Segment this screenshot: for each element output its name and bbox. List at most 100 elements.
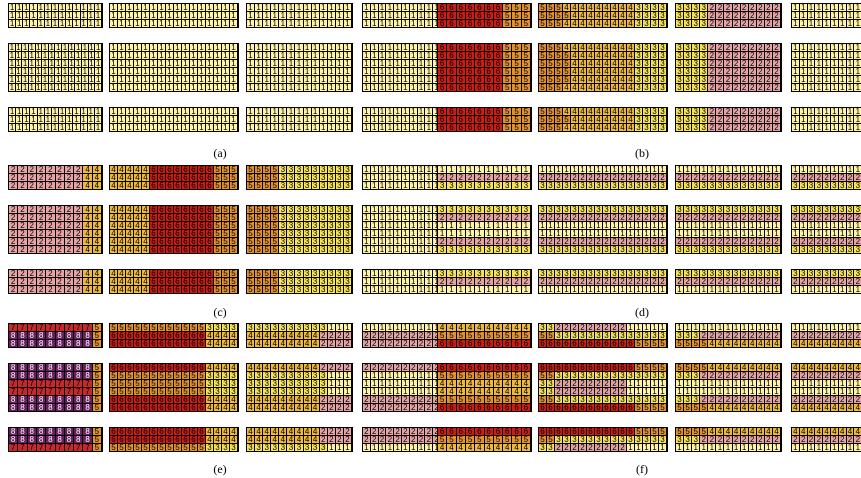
grid-cell: 3 — [247, 372, 256, 380]
grid-cell: 2 — [659, 214, 667, 222]
grid-cell: 3 — [676, 4, 685, 12]
grid-cell: 1 — [792, 60, 800, 68]
grid-cell: 4 — [118, 278, 126, 286]
grid-cell: 2 — [55, 238, 65, 246]
grid-cell: 2 — [756, 372, 765, 380]
grid-cell: 2 — [587, 174, 595, 182]
grid-cell: 1 — [311, 124, 320, 131]
grid-cell: 2 — [571, 444, 579, 451]
grid-cell: 1 — [659, 222, 667, 230]
grid-cell: 1 — [206, 44, 214, 52]
grid-cell: 1 — [409, 116, 418, 124]
grid-cell: 1 — [799, 84, 808, 91]
grid-cell: 2 — [386, 340, 395, 347]
grid-cell: 3 — [772, 246, 781, 253]
grid-cell: 1 — [815, 388, 824, 396]
grid-cell: 3 — [563, 206, 571, 214]
grid-cell: 1 — [846, 44, 855, 52]
grid-cell: 1 — [15, 52, 23, 60]
grid-cell: 2 — [724, 60, 733, 68]
grid-cell: 1 — [363, 60, 371, 68]
grid-cell: 2 — [438, 174, 448, 182]
grid-cell: 1 — [30, 4, 38, 12]
grid-cell: 1 — [854, 116, 861, 124]
grid-cell: 6 — [198, 222, 206, 230]
grid-cell: 3 — [684, 206, 693, 214]
grid-cell: 1 — [635, 166, 643, 174]
grid-cell: 1 — [402, 246, 410, 253]
grid-cell: 1 — [603, 286, 611, 293]
grid-cell: 5 — [503, 436, 513, 444]
grid-cell: 1 — [708, 230, 717, 238]
grid-cell: 2 — [815, 238, 824, 246]
grid-cell: 2 — [447, 214, 457, 222]
grid-cell: 1 — [95, 84, 102, 92]
grid-cell: 1 — [23, 20, 31, 28]
grid-cell: 4 — [255, 436, 264, 444]
grid-cell: 1 — [815, 4, 824, 12]
grid-cell: 3 — [206, 372, 214, 380]
grid-cell: 5 — [438, 396, 448, 404]
grid-cell: 4 — [230, 404, 238, 411]
grid-cell: 3 — [343, 238, 352, 246]
grid-cell: 1 — [748, 166, 757, 174]
grid-cell: 1 — [287, 52, 296, 60]
grid-cell: 4 — [118, 286, 126, 293]
grid-cell: 6 — [493, 116, 504, 124]
grid-cell: 2 — [716, 174, 725, 182]
grid-cell: 3 — [659, 124, 667, 131]
grid-cell: 1 — [547, 166, 555, 174]
grid-cell: 1 — [807, 44, 816, 52]
grid-cell: 8 — [46, 436, 56, 444]
grid-cell: 4 — [611, 76, 619, 84]
grid-cell: 1 — [214, 124, 222, 131]
grid-cell: 1 — [150, 20, 158, 27]
grid-cell: 4 — [142, 230, 150, 238]
grid-cell: 3 — [635, 436, 643, 444]
grid-cell: 6 — [206, 278, 214, 286]
grid-cell: 6 — [438, 4, 448, 12]
grid-cell: 1 — [190, 60, 198, 68]
grid-cell: 4 — [579, 12, 587, 20]
grid-cell: 1 — [684, 324, 693, 332]
grid-cell: 3 — [327, 182, 336, 189]
grid-cell: 3 — [595, 182, 603, 189]
grid-cell: 3 — [547, 182, 555, 189]
grid-cell: 1 — [386, 182, 395, 189]
grid-cell: 2 — [724, 12, 733, 20]
grid-cell: 5 — [142, 324, 150, 332]
grid-cell: 3 — [447, 246, 457, 253]
grid-cell: 1 — [363, 68, 371, 76]
grid-cell: 2 — [425, 428, 434, 436]
grid-cell: 4 — [92, 182, 102, 189]
grid-cell: 3 — [319, 388, 328, 396]
grid-cell: 1 — [363, 116, 371, 124]
grid-cell: 3 — [684, 436, 693, 444]
grid-cell: 3 — [327, 270, 336, 278]
grid-cell: 2 — [692, 238, 701, 246]
grid-cell: 3 — [214, 388, 222, 396]
grid-cell: 1 — [319, 52, 328, 60]
grid-cell: 1 — [247, 124, 256, 131]
grid-cell: 1 — [73, 108, 81, 116]
grid-cell: 1 — [190, 76, 198, 84]
grid-cell: 6 — [206, 166, 214, 174]
grid-cell: 6 — [166, 270, 174, 278]
grid-cell: 1 — [363, 270, 371, 278]
grid-cell: 1 — [425, 444, 434, 451]
grid-cell: 3 — [230, 324, 238, 332]
grid-cell: 1 — [587, 222, 595, 230]
grid-cell: 6 — [206, 246, 214, 253]
grid-cell: 5 — [247, 230, 256, 238]
grid-cell: 1 — [271, 60, 280, 68]
grid-cell: 8 — [27, 396, 37, 404]
grid-cell: 3 — [603, 246, 611, 253]
grid-cell: 3 — [748, 182, 757, 189]
grid-cell: 5 — [118, 372, 126, 380]
grid-cell: 4 — [846, 364, 855, 372]
grid-cell: 1 — [158, 44, 166, 52]
grid-cell: 1 — [409, 174, 418, 182]
grid-cell: 2 — [603, 388, 611, 396]
grid-cell: 4 — [571, 124, 579, 131]
grid-cell: 2 — [748, 76, 757, 84]
